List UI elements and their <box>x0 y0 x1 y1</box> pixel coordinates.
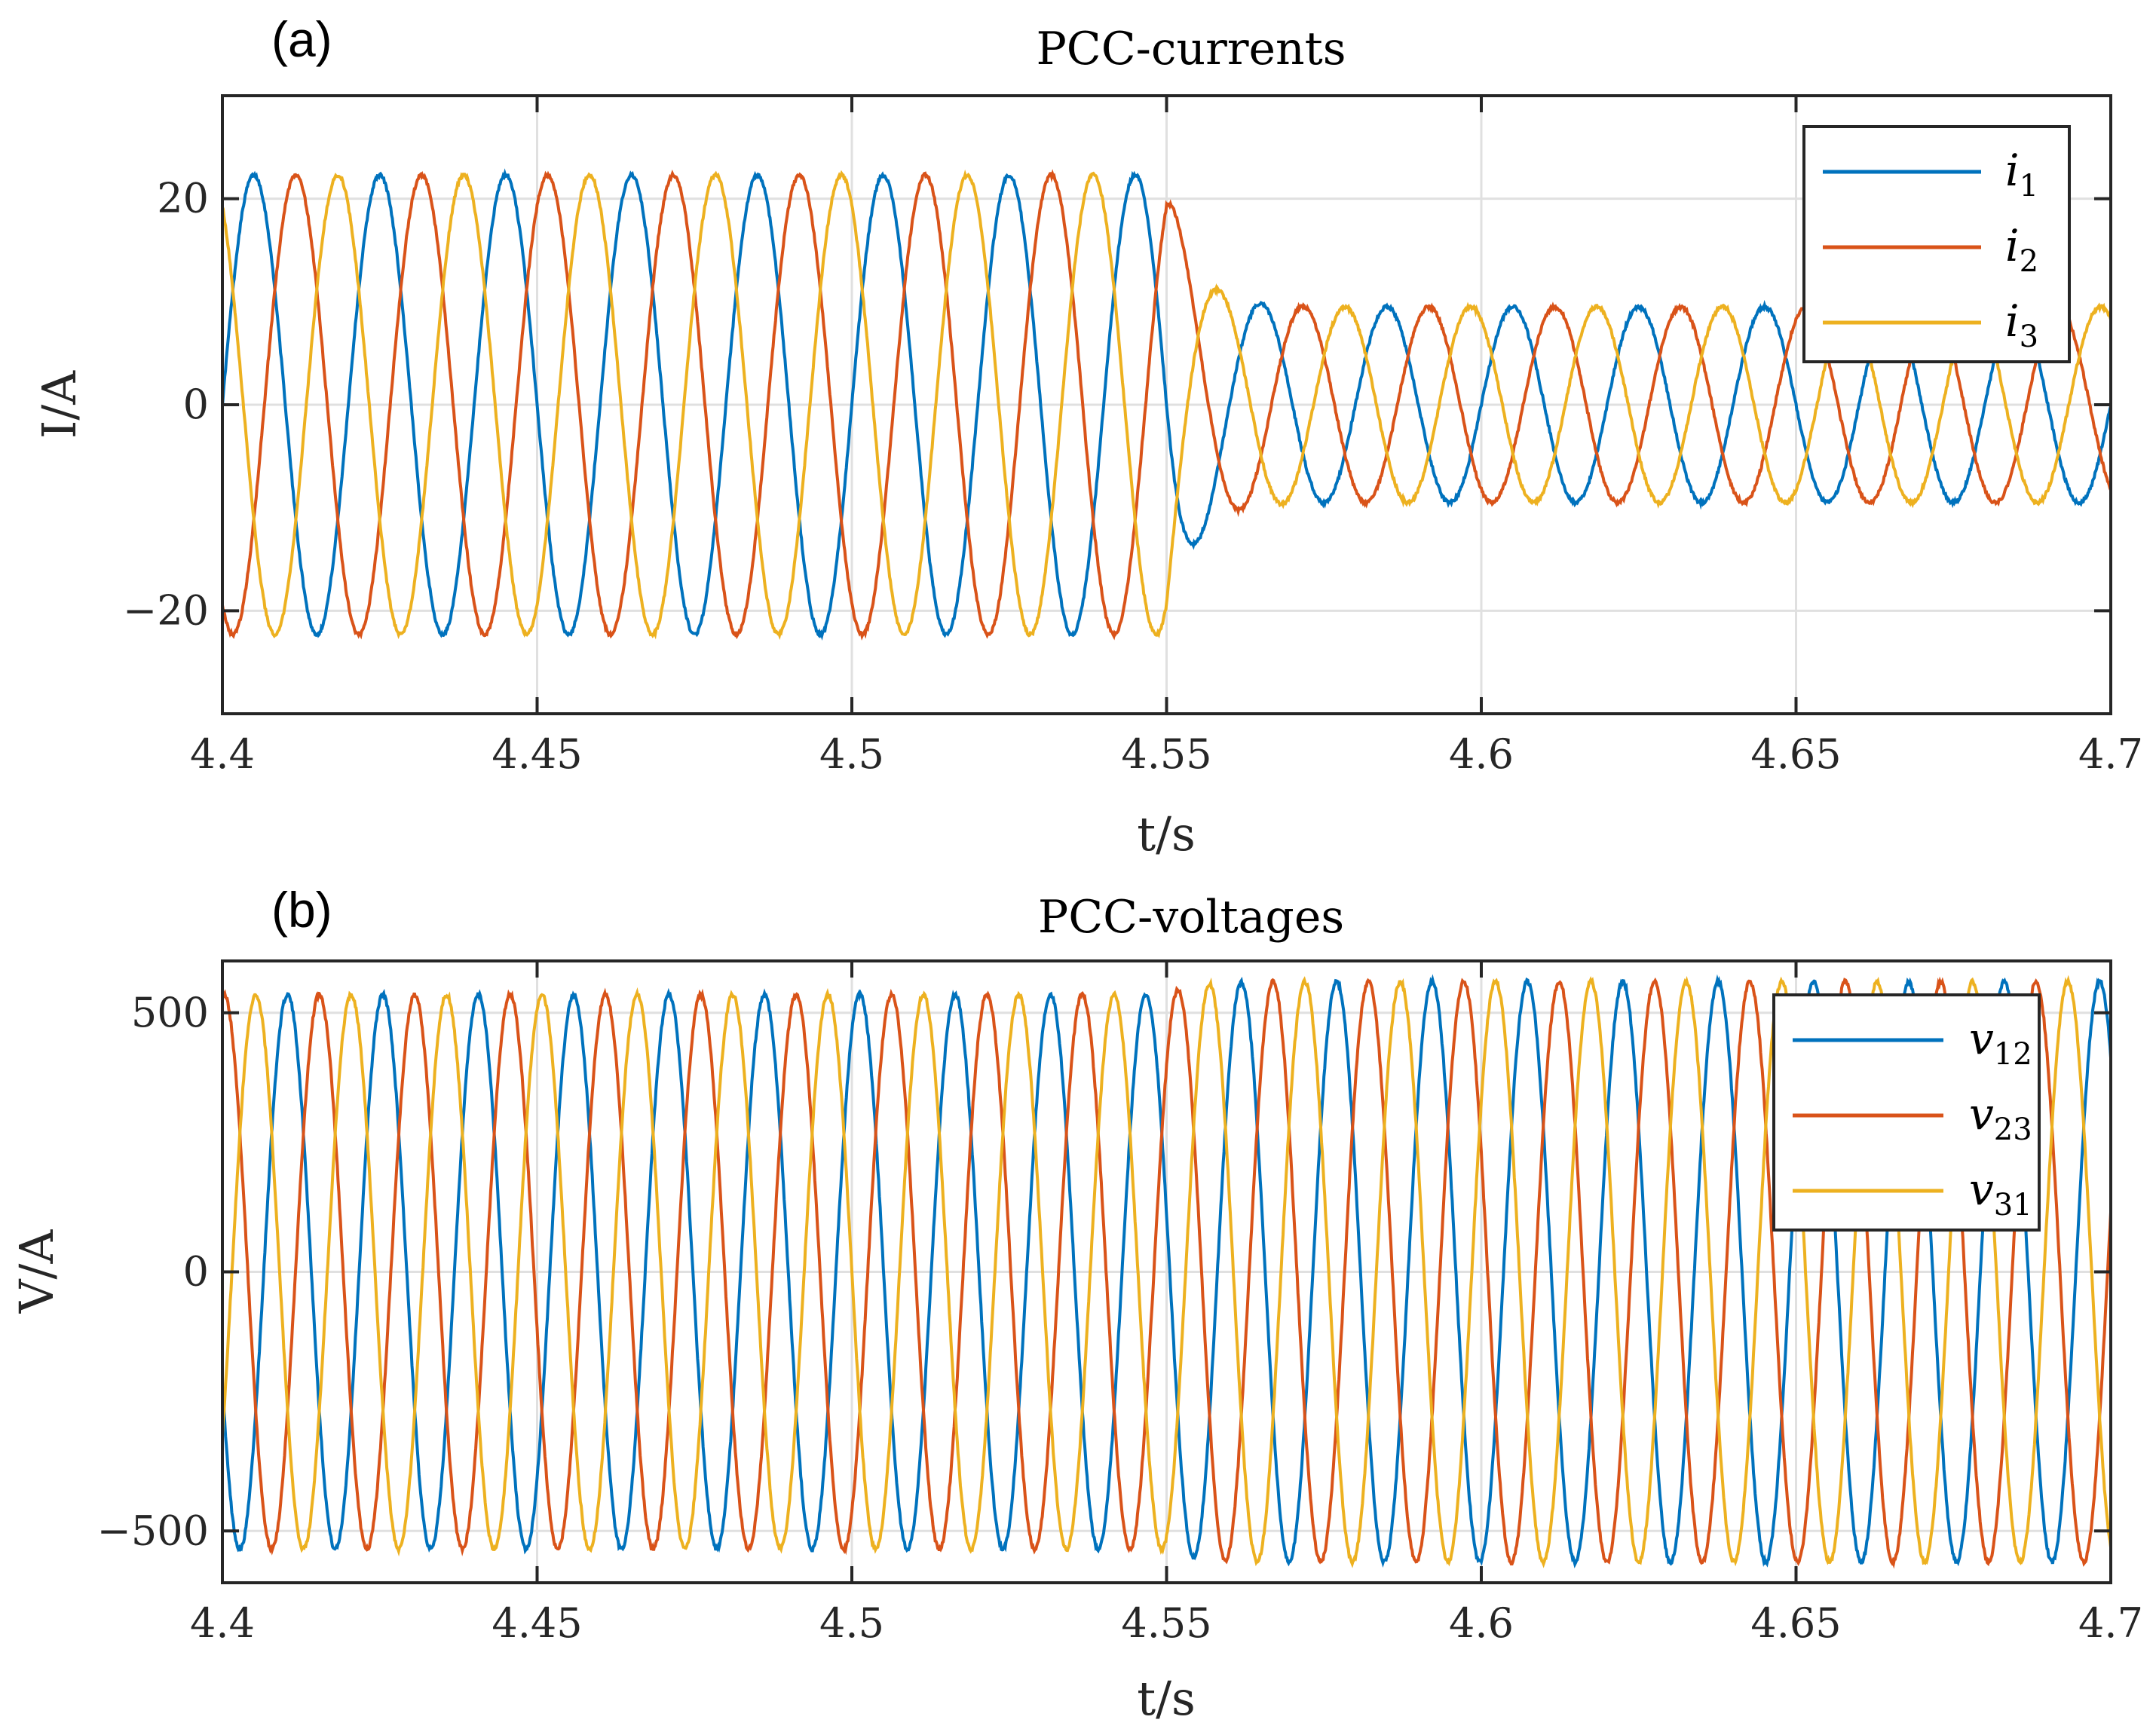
y-tick-label: 0 <box>183 381 209 428</box>
y-tick-label: 20 <box>157 175 209 222</box>
x-tick-label: 4.7 <box>2078 1599 2143 1647</box>
panel-a-ylabel: I/A <box>32 370 87 439</box>
x-tick-label: 4.65 <box>1750 730 1841 778</box>
panel-a-title: PCC-currents <box>1036 23 1346 75</box>
x-tick-label: 4.65 <box>1750 1599 1841 1647</box>
panel-a-xlabel: t/s <box>1137 806 1196 861</box>
legend-label-i2: i2 <box>2005 220 2038 279</box>
x-tick-label: 4.55 <box>1121 730 1211 778</box>
legend-subscript: 2 <box>2020 244 2038 279</box>
series-line-i1 <box>222 168 2111 641</box>
legend-symbol: i <box>2005 145 2020 196</box>
legend-label-i1: i1 <box>2005 145 2038 203</box>
legend-symbol: v <box>1969 1164 1994 1215</box>
panel-b-ylabel: V/A <box>9 1229 64 1314</box>
x-tick-label: 4.6 <box>1449 730 1514 778</box>
x-tick-label: 4.5 <box>819 1599 884 1647</box>
series-line-i3 <box>222 169 2111 641</box>
legend-subscript: 31 <box>1994 1188 2032 1222</box>
panel-b-voltages: (b) PCC-voltages 4.4 4.45 4.5 4.55 4.6 4.65 4.… <box>9 882 2143 1726</box>
x-tick-label: 4.45 <box>492 1599 582 1647</box>
panel-b-title: PCC-voltages <box>1038 891 1344 944</box>
legend-subscript: 1 <box>2020 169 2038 203</box>
legend-symbol: i <box>2005 295 2020 347</box>
x-tick-label: 4.6 <box>1449 1599 1514 1647</box>
legend-symbol: v <box>1969 1088 1994 1140</box>
legend-symbol: v <box>1969 1013 1994 1064</box>
y-tick-label: −500 <box>97 1507 209 1554</box>
panel-a-ticks: 4.4 4.45 4.5 4.55 4.6 4.65 4.7 −20 0 20 <box>123 96 2143 778</box>
panel-a-lines <box>222 168 2111 641</box>
panel-b-ticks: 4.4 4.45 4.5 4.55 4.6 4.65 4.7 −500 0 500 <box>97 961 2143 1647</box>
series-line-v23 <box>222 976 2111 1569</box>
legend-label-v31: v31 <box>1969 1164 2032 1222</box>
legend-subscript: 3 <box>2020 320 2038 354</box>
x-tick-label: 4.4 <box>190 1599 255 1647</box>
legend-subscript: 12 <box>1994 1037 2032 1072</box>
legend-symbol: i <box>2005 220 2020 271</box>
x-tick-label: 4.7 <box>2078 730 2143 778</box>
y-tick-label: −20 <box>123 586 209 634</box>
x-tick-label: 4.5 <box>819 730 884 778</box>
y-tick-label: 500 <box>131 989 209 1036</box>
series-line-i2 <box>222 169 2111 641</box>
panel-b-tag: (b) <box>271 882 332 938</box>
x-tick-label: 4.45 <box>492 730 582 778</box>
legend-label-v23: v23 <box>1969 1088 2032 1147</box>
x-tick-label: 4.55 <box>1121 1599 1211 1647</box>
x-tick-label: 4.4 <box>190 730 255 778</box>
panel-a-tag: (a) <box>271 11 332 67</box>
legend-label-i3: i3 <box>2005 295 2038 354</box>
legend-subscript: 23 <box>1994 1112 2032 1147</box>
panel-b-xlabel: t/s <box>1137 1671 1196 1726</box>
y-tick-label: 0 <box>183 1248 209 1296</box>
legend-label-v12: v12 <box>1969 1013 2032 1072</box>
panel-a-currents: (a) PCC-currents 4.4 4.45 4.5 4.55 4.6 4.65 4.… <box>32 11 2143 861</box>
